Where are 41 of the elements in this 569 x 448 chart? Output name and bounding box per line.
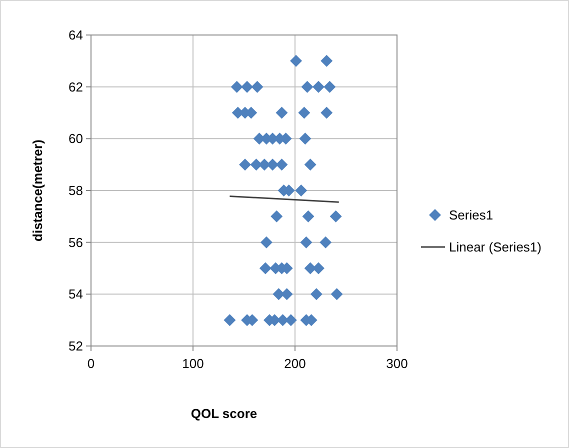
y-tick-label: 52 (68, 338, 83, 354)
point (330, 210, 342, 222)
y-tick-label: 60 (68, 131, 83, 146)
y-tick-label: 62 (68, 79, 83, 94)
x-tick-label: 100 (182, 356, 204, 371)
legend-label: Linear (Series1) (449, 240, 542, 254)
point (299, 132, 312, 145)
point (330, 288, 343, 300)
point (304, 158, 316, 171)
point (320, 106, 333, 119)
point (224, 314, 236, 326)
point (239, 158, 252, 171)
x-tick-label: 200 (284, 356, 306, 371)
x-tick-label: 300 (386, 356, 408, 371)
point (251, 80, 264, 93)
point (298, 106, 310, 119)
point (301, 80, 314, 93)
point (320, 236, 332, 248)
y-tick-label: 54 (68, 286, 83, 302)
point (259, 262, 272, 274)
point (295, 184, 308, 196)
y-tick-label: 58 (68, 183, 83, 198)
point (310, 288, 322, 300)
point (324, 80, 336, 93)
point (312, 80, 324, 93)
y-tick-label: 64 (68, 28, 83, 42)
point (290, 54, 302, 67)
y-tick-label: 56 (68, 234, 83, 250)
point (276, 106, 288, 119)
point (230, 80, 243, 93)
point (300, 236, 312, 248)
point (302, 210, 314, 222)
point (320, 54, 333, 67)
x-axis-title: QOL score (190, 406, 258, 421)
point (260, 236, 272, 248)
legend-label: Series1 (449, 208, 494, 222)
x-tick-label: 0 (87, 356, 95, 371)
point (241, 80, 254, 93)
y-axis-title: distance(metrer) (30, 140, 45, 242)
point (276, 158, 288, 171)
point (270, 210, 283, 222)
